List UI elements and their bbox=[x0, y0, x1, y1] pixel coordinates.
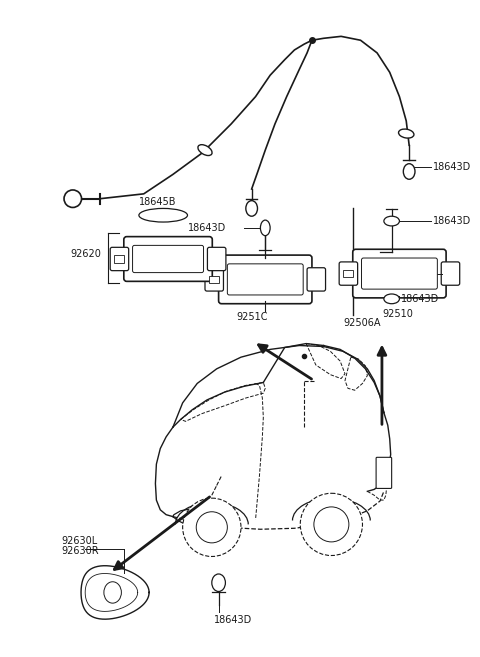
Circle shape bbox=[182, 498, 241, 556]
Text: 92620: 92620 bbox=[71, 249, 102, 259]
FancyBboxPatch shape bbox=[307, 268, 325, 291]
Text: 18643D: 18643D bbox=[188, 223, 226, 233]
Bar bbox=[343, 269, 353, 277]
Text: 9251C: 9251C bbox=[236, 313, 268, 323]
Ellipse shape bbox=[384, 216, 399, 226]
Ellipse shape bbox=[104, 581, 121, 603]
Bar bbox=[114, 255, 124, 263]
Ellipse shape bbox=[403, 164, 415, 179]
Text: 18643D: 18643D bbox=[401, 294, 440, 304]
Circle shape bbox=[196, 512, 228, 543]
Circle shape bbox=[300, 493, 362, 556]
FancyBboxPatch shape bbox=[376, 457, 392, 488]
Text: 18645B: 18645B bbox=[139, 198, 176, 208]
FancyBboxPatch shape bbox=[361, 258, 437, 289]
Ellipse shape bbox=[246, 200, 257, 216]
FancyBboxPatch shape bbox=[228, 264, 303, 295]
Text: 92510: 92510 bbox=[382, 309, 413, 319]
Ellipse shape bbox=[261, 220, 270, 236]
FancyBboxPatch shape bbox=[205, 268, 224, 291]
Text: 18643D: 18643D bbox=[214, 615, 252, 625]
Text: 92630L: 92630L bbox=[61, 536, 97, 546]
Text: 18643D: 18643D bbox=[432, 162, 471, 171]
Circle shape bbox=[314, 507, 349, 542]
Ellipse shape bbox=[198, 145, 212, 156]
Ellipse shape bbox=[384, 294, 399, 304]
Ellipse shape bbox=[139, 208, 188, 222]
Text: 18643D: 18643D bbox=[432, 216, 471, 226]
Text: 92506A: 92506A bbox=[343, 318, 381, 328]
FancyBboxPatch shape bbox=[441, 262, 460, 285]
Ellipse shape bbox=[212, 574, 226, 591]
Circle shape bbox=[64, 190, 82, 208]
Polygon shape bbox=[81, 566, 149, 619]
FancyBboxPatch shape bbox=[207, 247, 226, 271]
FancyBboxPatch shape bbox=[353, 249, 446, 298]
Ellipse shape bbox=[398, 129, 414, 138]
Text: 92630R: 92630R bbox=[61, 545, 99, 556]
FancyBboxPatch shape bbox=[132, 245, 204, 273]
FancyBboxPatch shape bbox=[110, 247, 129, 271]
FancyBboxPatch shape bbox=[339, 262, 358, 285]
Bar bbox=[209, 275, 218, 283]
FancyBboxPatch shape bbox=[124, 237, 212, 281]
FancyBboxPatch shape bbox=[218, 255, 312, 304]
